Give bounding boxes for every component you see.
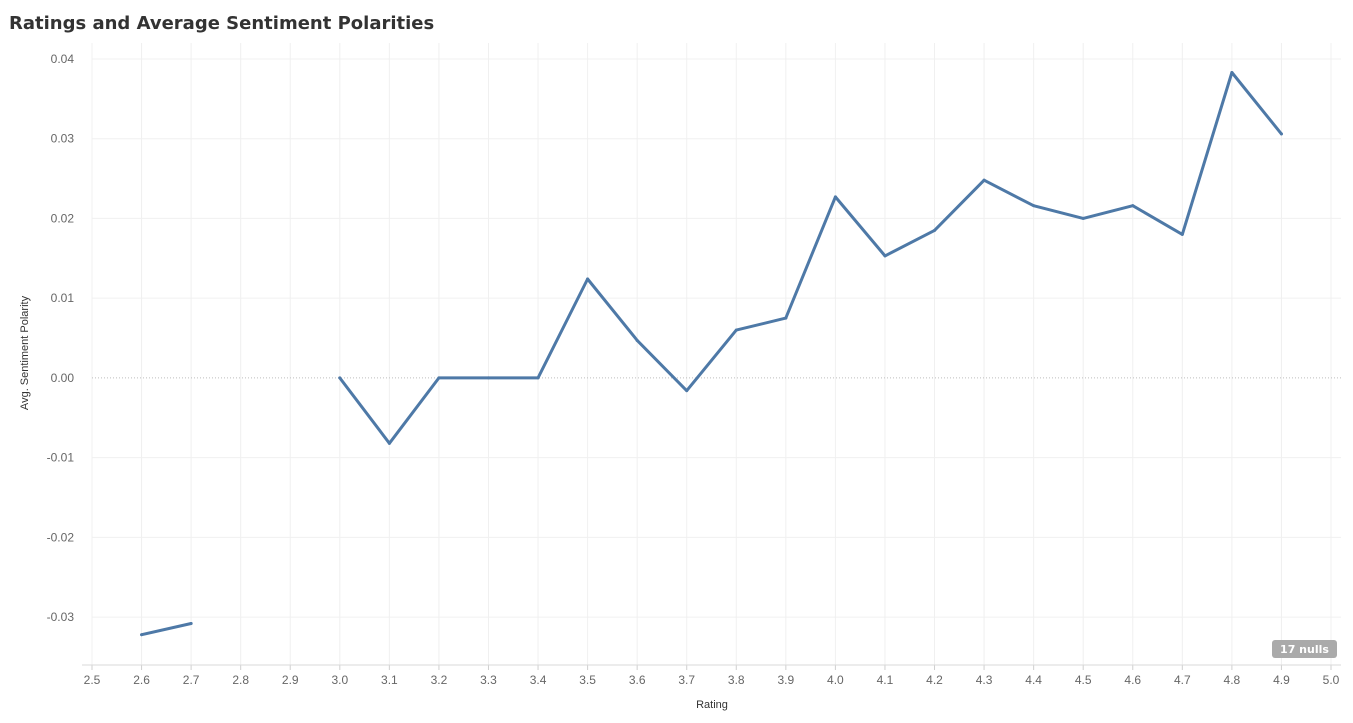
data-point[interactable] bbox=[189, 622, 193, 626]
data-point[interactable] bbox=[1032, 204, 1036, 208]
x-tick-label: 3.7 bbox=[678, 673, 695, 687]
x-tick-label: 3.5 bbox=[579, 673, 596, 687]
data-point[interactable] bbox=[338, 376, 342, 380]
nulls-badge-background bbox=[1272, 640, 1337, 658]
y-tick-label: -0.03 bbox=[47, 610, 75, 624]
series bbox=[140, 71, 1283, 637]
data-point[interactable] bbox=[685, 389, 689, 393]
x-tick-label: 5.0 bbox=[1323, 673, 1340, 687]
x-tick-label: 3.8 bbox=[728, 673, 745, 687]
data-point[interactable] bbox=[536, 376, 540, 380]
x-tick-label: 2.8 bbox=[232, 673, 249, 687]
x-tick-label: 3.6 bbox=[629, 673, 646, 687]
series-line-segment[interactable] bbox=[140, 622, 193, 637]
x-tick-label: 4.2 bbox=[926, 673, 943, 687]
x-tick-label: 4.1 bbox=[877, 673, 894, 687]
x-tick-label: 4.8 bbox=[1224, 673, 1241, 687]
x-tick-label: 3.4 bbox=[530, 673, 547, 687]
nulls-badge-label: 17 nulls bbox=[1280, 643, 1329, 656]
x-tick-label: 3.0 bbox=[331, 673, 348, 687]
y-tick-label: -0.01 bbox=[47, 451, 75, 465]
data-point[interactable] bbox=[1180, 232, 1184, 236]
x-tick-label: 3.1 bbox=[381, 673, 398, 687]
x-tick-label: 3.3 bbox=[480, 673, 497, 687]
y-tick-label: 0.02 bbox=[51, 211, 75, 225]
x-axis-title: Rating bbox=[696, 699, 728, 711]
data-point[interactable] bbox=[1081, 216, 1085, 220]
data-point[interactable] bbox=[1230, 71, 1234, 75]
chart-title: Ratings and Average Sentiment Polarities bbox=[9, 13, 434, 34]
gridlines bbox=[91, 43, 1341, 665]
x-tick-label: 4.9 bbox=[1273, 673, 1290, 687]
x-tick-label: 2.6 bbox=[133, 673, 150, 687]
y-tick-label: 0.03 bbox=[51, 132, 75, 146]
nulls-badge[interactable]: 17 nulls bbox=[1272, 640, 1337, 658]
x-tick-label: 2.5 bbox=[84, 673, 101, 687]
series-line-segment[interactable] bbox=[338, 71, 1283, 445]
axes: 2.5 2.6 2.7 2.8 2.9 3.0 3.1 3.2 3.3 3.4 3.5 3.6 3.7 3… bbox=[47, 52, 1341, 687]
y-tick-label: 0.00 bbox=[51, 371, 75, 385]
data-point[interactable] bbox=[982, 178, 986, 182]
x-tick-label: 4.6 bbox=[1124, 673, 1141, 687]
data-point[interactable] bbox=[387, 441, 391, 445]
data-point[interactable] bbox=[635, 338, 639, 342]
x-tick-label: 2.7 bbox=[183, 673, 200, 687]
data-point[interactable] bbox=[1279, 132, 1283, 136]
data-point[interactable] bbox=[140, 633, 144, 637]
x-tick-label: 3.9 bbox=[777, 673, 794, 687]
data-point[interactable] bbox=[933, 228, 937, 232]
data-point[interactable] bbox=[883, 254, 887, 258]
data-point[interactable] bbox=[437, 376, 441, 380]
x-tick-label: 3.2 bbox=[431, 673, 448, 687]
data-point[interactable] bbox=[734, 328, 738, 332]
y-axis-title: Avg. Sentiment Polarity bbox=[19, 295, 31, 410]
x-tick-label: 4.0 bbox=[827, 673, 844, 687]
data-point[interactable] bbox=[586, 277, 590, 281]
y-tick-label: 0.04 bbox=[51, 52, 75, 66]
x-tick-label: 4.5 bbox=[1075, 673, 1092, 687]
data-point[interactable] bbox=[833, 195, 837, 199]
data-point[interactable] bbox=[486, 376, 490, 380]
x-tick-label: 4.7 bbox=[1174, 673, 1191, 687]
x-tick-label: 4.4 bbox=[1025, 673, 1042, 687]
data-point[interactable] bbox=[1131, 204, 1135, 208]
x-tick-label: 4.3 bbox=[976, 673, 993, 687]
y-tick-label: -0.02 bbox=[47, 530, 75, 544]
x-tick-label: 2.9 bbox=[282, 673, 299, 687]
y-tick-label: 0.01 bbox=[51, 291, 75, 305]
data-point[interactable] bbox=[784, 316, 788, 320]
